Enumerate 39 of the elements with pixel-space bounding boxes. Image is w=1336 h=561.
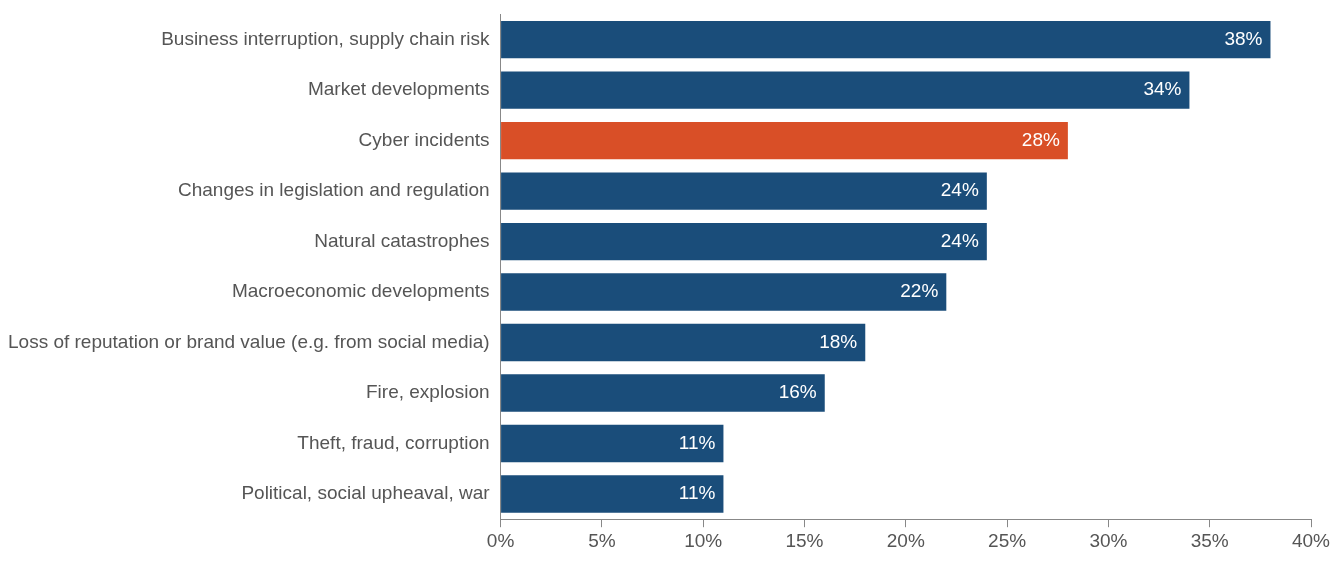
data-label: 18% (819, 330, 858, 352)
bar (501, 475, 724, 513)
data-label: 38% (1224, 27, 1263, 49)
bar (501, 20, 1271, 59)
y-tick-label: Theft, fraud, corruption (297, 431, 490, 453)
data-label: 24% (940, 179, 979, 201)
x-tick-label: 40% (1291, 529, 1331, 551)
x-tick-label: 35% (1190, 529, 1229, 551)
data-label: 34% (1143, 78, 1182, 100)
bar (501, 121, 1068, 160)
y-tick-label: Business interruption, supply chain risk (161, 27, 491, 49)
bar (501, 323, 866, 362)
y-tick-label: Cyber incidents (358, 128, 490, 150)
x-tick-label: 25% (988, 529, 1027, 551)
y-tick-label: Natural catastrophes (314, 229, 490, 251)
data-label: 11% (678, 482, 716, 504)
x-tick-label: 30% (1089, 529, 1128, 551)
x-tick-label: 15% (785, 529, 824, 551)
y-tick-label: Macroeconomic developments (231, 280, 490, 302)
data-label: 24% (940, 229, 979, 251)
bar (501, 424, 724, 463)
bar (501, 273, 947, 311)
bar (501, 172, 987, 210)
bar (501, 71, 1190, 109)
x-tick-label: 10% (684, 529, 723, 551)
data-label: 11% (678, 431, 716, 453)
y-tick-label: Market developments (307, 78, 490, 100)
y-tick-label: Changes in legislation and regulation (177, 179, 490, 201)
x-tick-label: 0% (486, 529, 515, 551)
data-label: 16% (778, 381, 817, 403)
data-label: 28% (1021, 128, 1060, 150)
y-tick-label: Political, social upheaval, war (241, 482, 491, 504)
y-tick-label: Loss of reputation or brand value (e.g. from social media) (8, 330, 490, 352)
data-label: 22% (900, 280, 939, 302)
y-tick-label: Fire, explosion (366, 381, 490, 403)
x-tick-label: 5% (588, 529, 616, 551)
x-tick-label: 20% (886, 529, 925, 551)
bar (501, 222, 987, 261)
bar (501, 374, 825, 412)
